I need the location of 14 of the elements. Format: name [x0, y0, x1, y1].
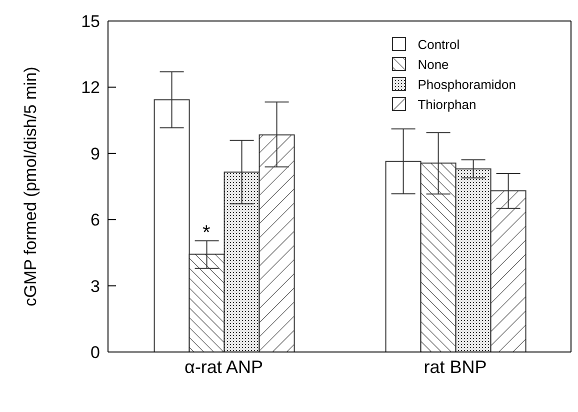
legend-label: None: [418, 56, 449, 72]
y-tick-label: 9: [90, 144, 100, 164]
x-tick-label: α-rat ANP: [184, 356, 263, 377]
y-axis-title: cGMP formed (pmol/dish/5 min): [21, 66, 40, 306]
legend-label: Thiorphan: [418, 96, 476, 112]
y-tick-label: 0: [90, 343, 100, 362]
y-tick-label: 6: [90, 210, 100, 230]
y-tick-label: 12: [81, 78, 100, 98]
x-tick-label: rat BNP: [424, 356, 487, 377]
legend-label: Control: [418, 36, 460, 52]
y-tick-label: 3: [90, 276, 100, 296]
y-tick-label: 15: [81, 12, 100, 32]
legend-label: Phosphoramidon: [418, 76, 516, 92]
annotation: *: [202, 222, 210, 244]
